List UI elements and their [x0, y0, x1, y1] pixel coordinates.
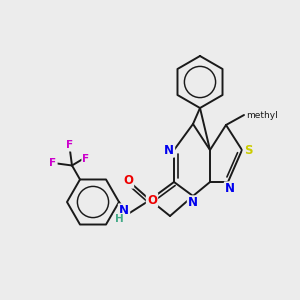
Text: O: O [147, 194, 157, 206]
Text: N: N [119, 205, 129, 218]
Text: N: N [164, 143, 174, 157]
Text: N: N [225, 182, 235, 196]
Text: methyl: methyl [246, 110, 278, 119]
Text: H: H [115, 214, 123, 224]
Text: F: F [50, 158, 57, 169]
Text: F: F [82, 154, 90, 164]
Text: S: S [244, 143, 252, 157]
Text: N: N [188, 196, 198, 209]
Text: F: F [66, 140, 74, 151]
Text: O: O [123, 175, 133, 188]
